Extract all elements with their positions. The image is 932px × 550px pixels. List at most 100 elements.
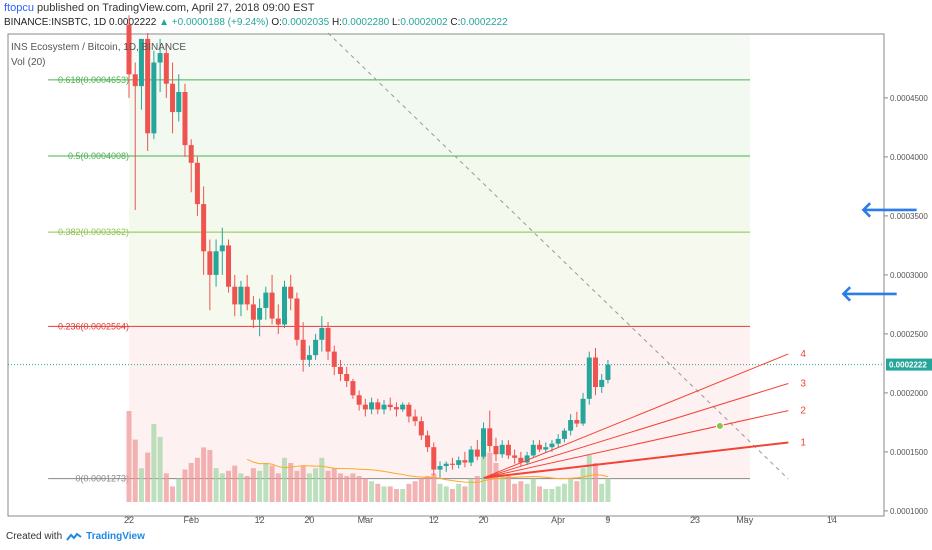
candle: [406, 402, 412, 423]
volume-bar: [257, 470, 263, 502]
candle: [580, 392, 586, 426]
fib-zone: [129, 232, 750, 327]
candle: [481, 422, 487, 459]
candle: [331, 345, 337, 376]
volume-bar: [132, 439, 138, 502]
volume-bar: [288, 463, 294, 502]
author-username[interactable]: ftopcu: [4, 2, 34, 14]
volume-bar: [226, 470, 232, 502]
candle: [431, 442, 437, 476]
y-tick-label: 0.0004500: [890, 94, 928, 103]
volume-bar: [337, 473, 343, 502]
candle: [574, 411, 580, 428]
volume-bar: [182, 469, 188, 502]
volume-bar: [232, 465, 238, 502]
volume-bar: [194, 457, 200, 502]
channel-line: [483, 353, 789, 479]
tradingview-brand[interactable]: TradingView: [86, 531, 145, 542]
candle: [207, 239, 213, 311]
channel-label: 2: [800, 406, 806, 417]
close-value: 0.0002222: [109, 17, 157, 28]
x-tick-label: 12: [429, 515, 439, 525]
volume-bar: [474, 476, 480, 502]
candle: [313, 333, 319, 360]
volume-bar: [425, 476, 431, 502]
candle: [145, 33, 151, 151]
volume-bar: [188, 463, 194, 502]
volume-bar: [325, 470, 331, 502]
volume-bar: [213, 468, 219, 502]
candle: [138, 38, 144, 110]
volume-bar: [269, 465, 275, 502]
volume-bar: [530, 478, 536, 502]
fib-zone: [129, 155, 750, 233]
volume-bar: [381, 486, 387, 502]
candle: [518, 451, 524, 467]
candle: [524, 451, 530, 465]
diagonal-trendline: [327, 32, 789, 480]
volume-bar: [518, 481, 524, 502]
volume-bar: [300, 465, 306, 502]
volume-bar: [163, 473, 169, 502]
channel-label: 4: [800, 349, 806, 360]
intersection-marker: [715, 421, 724, 430]
volume-bar: [170, 486, 176, 502]
volume-bar: [481, 444, 487, 502]
candle: [468, 446, 474, 467]
volume-bar: [362, 478, 368, 502]
volume-bar: [593, 463, 598, 502]
x-tick-label: Mar: [358, 515, 374, 525]
volume-bar: [605, 478, 611, 502]
volume-bar: [263, 463, 269, 502]
candle: [182, 83, 188, 157]
channel-line: [483, 410, 789, 479]
ohlc-l-value: 0.0002002: [400, 17, 448, 28]
volume-bar: [201, 447, 207, 502]
volume-bar: [412, 481, 418, 502]
volume-bar: [555, 486, 561, 502]
volume-bar: [549, 489, 555, 502]
ohlc-o-value: 0.0002035: [281, 17, 330, 28]
x-tick-label: 22: [124, 515, 134, 525]
candle: [300, 322, 306, 372]
candle: [275, 304, 281, 334]
x-tick-label: 12: [255, 515, 265, 525]
ohlc-h-label: H:: [331, 17, 342, 28]
candle: [512, 449, 518, 464]
x-tick-label: 23: [690, 515, 700, 525]
y-tick-label: 0.0003000: [890, 271, 928, 280]
volume-bar: [443, 486, 449, 502]
volume-bar: [537, 486, 543, 502]
candle: [219, 227, 225, 275]
candle: [250, 296, 256, 328]
candle: [437, 461, 443, 478]
candle: [151, 50, 157, 140]
candle: [288, 274, 294, 311]
fib-zone: [129, 79, 750, 156]
footer: Created with TradingView: [6, 531, 145, 542]
fib-zone: [129, 35, 750, 80]
fib-label: 0.5(0.0004008): [68, 151, 129, 161]
volume-bar: [599, 483, 605, 502]
x-tick-label: 9: [605, 515, 610, 525]
volume-bar: [437, 483, 443, 502]
volume-bar: [462, 486, 468, 502]
volume-bar: [313, 468, 319, 502]
volume-bar: [449, 489, 455, 502]
candle: [269, 274, 275, 325]
candle: [294, 292, 300, 346]
y-tick-label: 0.0001500: [890, 448, 928, 457]
created-with-label: Created with: [6, 531, 63, 542]
volume-bar: [207, 450, 213, 502]
volume-bar: [319, 457, 325, 502]
x-tick-label: 20: [479, 515, 489, 525]
candle: [499, 440, 505, 458]
candle: [449, 457, 455, 470]
y-tick-label: 0.0002000: [890, 389, 928, 398]
volume-bar: [499, 473, 505, 502]
volume-bar: [568, 478, 574, 502]
candle: [213, 239, 219, 287]
fib-label: 0.382(0.0003362): [58, 227, 129, 237]
volume-bar: [493, 463, 499, 502]
